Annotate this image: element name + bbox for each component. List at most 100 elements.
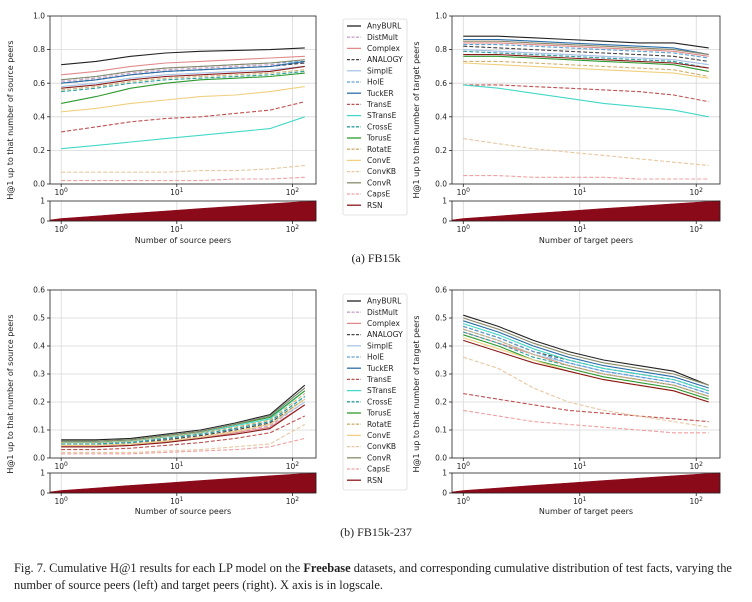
series-line-conve: [463, 62, 709, 79]
series-line-complex: [61, 55, 305, 76]
legend-label: DistMult: [367, 33, 398, 42]
x-tick-label: 101: [170, 187, 184, 197]
y-tick-label: 0.4: [435, 342, 447, 351]
x-tick-label: 101: [573, 461, 587, 471]
plot-area: [50, 16, 316, 184]
dist-x-tick-label: 102: [690, 224, 704, 234]
series-line-rotate: [61, 69, 305, 91]
series-line-rsn: [463, 54, 709, 69]
x-tick-label: 100: [457, 461, 471, 471]
legend-label: STransE: [367, 386, 397, 395]
series-line-toruse: [463, 55, 709, 72]
series-line-capse: [463, 409, 709, 434]
legend-label: Complex: [367, 44, 400, 53]
x-axis-label: Number of source peers: [135, 236, 231, 245]
series-line-convr: [61, 387, 306, 442]
legend-label: AnyBURL: [367, 297, 402, 306]
legend-label: ConvR: [367, 453, 391, 462]
panel-label: (b) FB15k-237: [340, 525, 412, 539]
figure-caption: Fig. 7. Cumulative H@1 results for each …: [14, 561, 732, 592]
dist-frame: [49, 472, 317, 494]
series-line-transe: [61, 415, 306, 451]
chart-panel: 0.0 0.1 0.2 0.3 0.4 0.5 0.6 100 101 102 H@1 up to …: [6, 286, 408, 516]
series-line-anyburl: [463, 35, 709, 49]
legend-label: RotatE: [367, 420, 392, 429]
legend-label: ANALOGY: [367, 55, 403, 64]
x-tick-label: 101: [170, 461, 184, 471]
series-line-stranse: [463, 84, 709, 118]
series-line-rsn: [463, 339, 709, 403]
legend: AnyBURL DistMult Complex ANALOGY SimplE HolE T…: [342, 293, 408, 491]
y-tick-label: 0.2: [435, 398, 447, 407]
x-tick-label: 102: [690, 187, 704, 197]
distribution-area: [49, 200, 317, 222]
legend-label: TransE: [366, 100, 392, 109]
dist-frame: [451, 472, 721, 494]
caption-bold: Freebase: [303, 561, 351, 575]
series-line-rotate: [61, 393, 306, 444]
x-tick-label: 100: [55, 187, 69, 197]
legend-label: CapsE: [367, 465, 391, 474]
x-tick-label: 102: [286, 187, 300, 197]
y-tick-label: 0.5: [435, 314, 447, 323]
series-line-rsn: [61, 404, 306, 448]
legend-label: TorusE: [366, 134, 392, 143]
dist-x-tick-label: 100: [55, 496, 69, 506]
series-line-capse: [61, 176, 305, 182]
series-line-crosse: [61, 70, 305, 93]
series-line-rotate: [463, 328, 709, 397]
legend-label: STransE: [367, 111, 397, 120]
series-line-simple: [61, 65, 305, 88]
series-line-simple: [463, 49, 709, 66]
legend-label: RotatE: [367, 145, 392, 154]
legend-label: SimplE: [367, 341, 393, 350]
y-axis-label: H@1 up to that number of target peers: [412, 42, 421, 199]
y-tick-label: 0.5: [33, 314, 45, 323]
series-line-transe: [463, 393, 709, 423]
chart-panel: 0.0 0.2 0.4 0.6 0.8 1.0 100 101 102 H@1 up to tha…: [412, 12, 721, 245]
y-tick-label: 0.0: [435, 454, 447, 463]
legend: AnyBURL DistMult Complex ANALOGY SimplE HolE T…: [342, 18, 408, 216]
y-tick-label: 0.6: [435, 286, 447, 295]
legend-label: TuckER: [366, 364, 394, 373]
legend-label: ConvR: [367, 178, 391, 187]
y-tick-label: 0.4: [33, 112, 45, 121]
x-tick-label: 102: [286, 461, 300, 471]
series-line-capse: [61, 437, 305, 455]
y-tick-label: 0.2: [33, 398, 45, 407]
dist-frame: [451, 200, 721, 222]
legend-label: ConvKB: [367, 442, 396, 451]
legend-label: ConvE: [367, 156, 391, 165]
legend-label: TorusE: [366, 409, 392, 418]
dist-y-tick-label: 0: [442, 489, 447, 498]
legend-box: [342, 293, 408, 491]
series-line-conve: [61, 398, 306, 446]
legend-label: CrossE: [367, 122, 393, 131]
dist-x-tick-label: 101: [170, 224, 184, 234]
dist-x-tick-label: 100: [55, 224, 69, 234]
series-line-hole: [463, 325, 709, 395]
dist-y-tick-label: 1: [442, 469, 447, 478]
chart-panel: 0.0 0.2 0.4 0.6 0.8 1.0 100 101 102 H@1 up to tha…: [6, 12, 408, 245]
series-line-transe: [61, 101, 305, 133]
dist-x-tick-label: 101: [170, 496, 184, 506]
y-axis-label: H@1 up to that number of source peers: [6, 314, 15, 473]
series-line-tucker: [463, 320, 709, 389]
legend-label: ConvKB: [367, 167, 396, 176]
y-tick-label: 0.4: [435, 112, 447, 121]
legend-label: CrossE: [367, 397, 393, 406]
y-tick-label: 0.0: [435, 180, 447, 189]
series-line-crosse: [61, 395, 306, 445]
x-axis-label: Number of target peers: [539, 507, 633, 516]
series-line-capse: [463, 175, 709, 180]
y-axis-label: H@1 up to that number of target peers: [412, 316, 421, 473]
series-line-conve: [61, 86, 305, 113]
series-line-anyburl: [61, 384, 306, 441]
y-tick-label: 1.0: [435, 12, 447, 21]
dist-y-tick-label: 1: [442, 197, 447, 206]
dist-x-tick-label: 102: [690, 496, 704, 506]
x-tick-label: 100: [55, 461, 69, 471]
dist-x-tick-label: 101: [573, 224, 587, 234]
series-line-convkb: [61, 423, 306, 453]
